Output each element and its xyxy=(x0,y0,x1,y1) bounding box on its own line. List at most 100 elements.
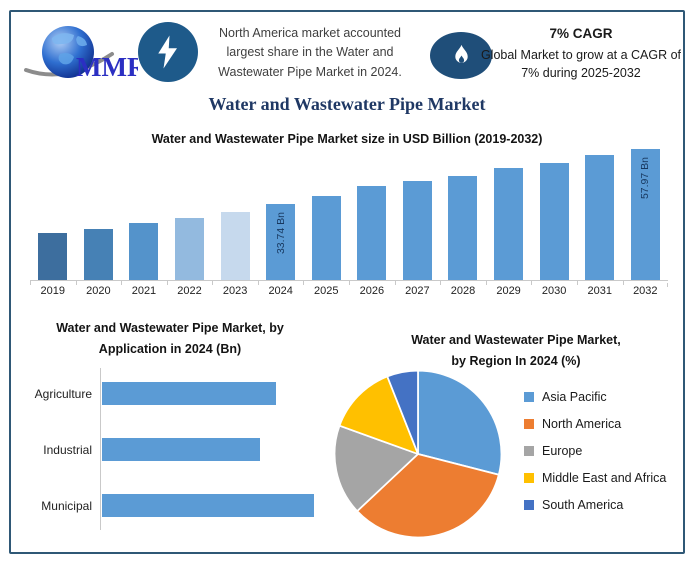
lightning-icon xyxy=(138,22,198,82)
highlight-text: North America market accounted largest s… xyxy=(218,26,402,79)
bar-area xyxy=(212,143,258,282)
bar-column-2027: 2027 xyxy=(394,143,441,301)
bar-2025 xyxy=(311,195,341,281)
pie-slice-north-america xyxy=(356,453,500,539)
region-chart-title: Water and Wastewater Pipe Market, by Reg… xyxy=(350,330,682,371)
cagr-text: Global Market to grow at a CAGR of 7% du… xyxy=(480,48,682,81)
bar-value-label-2024: 33.74 Bn xyxy=(274,212,287,255)
bar-column-2020: 2020 xyxy=(75,143,122,301)
bar-column-2023: 2023 xyxy=(212,143,258,301)
bar-area xyxy=(485,143,532,282)
legend-item-europe: Europe xyxy=(524,443,666,458)
application-label-industrial: Industrial xyxy=(43,442,92,457)
application-label-agriculture: Agriculture xyxy=(34,386,92,401)
x-axis-label-2032: 2032 xyxy=(622,281,669,301)
pie-slice-south-america xyxy=(386,369,419,455)
x-axis-label-2026: 2026 xyxy=(349,281,395,301)
x-axis-label-2025: 2025 xyxy=(303,281,349,301)
bar-column-2031: 2031 xyxy=(576,143,623,301)
x-axis-label-2029: 2029 xyxy=(485,281,532,301)
bar-area xyxy=(349,143,395,282)
cagr-block: 7% CAGR Global Market to grow at a CAGR … xyxy=(478,26,684,82)
bar-column-2026: 2026 xyxy=(349,143,395,301)
bar-area xyxy=(30,143,76,282)
bar-area xyxy=(394,143,441,282)
legend-marker-middle-east-and-africa xyxy=(524,472,534,483)
bar-2026 xyxy=(357,185,387,281)
legend-item-south-america: South America xyxy=(524,497,666,512)
bar-2028 xyxy=(448,175,478,281)
bar-2024: 33.74 Bn xyxy=(266,204,296,281)
legend-marker-asia-pacific xyxy=(524,391,534,402)
legend-marker-europe xyxy=(524,445,534,456)
bar-2022 xyxy=(175,217,205,281)
legend-label-middle-east-and-africa: Middle East and Africa xyxy=(542,470,667,485)
flame-glyph xyxy=(454,44,468,63)
bar-2027 xyxy=(402,180,432,281)
flame-icon xyxy=(430,32,492,79)
bar-column-2021: 2021 xyxy=(121,143,167,301)
mmr-logo: MMR xyxy=(16,16,147,87)
page-title: Water and Wastewater Pipe Market xyxy=(208,94,486,114)
application-bar-industrial xyxy=(102,438,260,461)
application-title-line2: Application in 2024 (Bn) xyxy=(98,341,242,356)
application-row-agriculture: Agriculture xyxy=(14,382,326,405)
application-chart: Agriculture Industrial Municipal xyxy=(14,368,326,532)
bar-area: 57.97 Bn xyxy=(622,143,669,282)
region-pie-chart xyxy=(333,369,503,539)
bar-column-2029: 2029 xyxy=(485,143,532,301)
bar-area xyxy=(303,143,350,282)
region-legend: Asia Pacific North America Europe Middle Ea… xyxy=(524,390,666,525)
x-axis-label-2021: 2021 xyxy=(121,281,167,301)
bar-area xyxy=(576,143,623,282)
globe-icon: MMR xyxy=(24,26,147,82)
legend-label-asia-pacific: Asia Pacific xyxy=(542,389,607,404)
market-size-chart: 2019 2020 2021 2022 2023 33.74 Bn 2024 2025 2026… xyxy=(30,143,669,301)
bar-column-2024: 33.74 Bn 2024 xyxy=(257,143,304,301)
x-axis-label-2030: 2030 xyxy=(531,281,577,301)
bar-area xyxy=(121,143,167,282)
x-axis-label-2027: 2027 xyxy=(394,281,441,301)
bar-area: 33.74 Bn xyxy=(257,143,304,282)
pie-slice-middle-east-and-africa xyxy=(338,375,419,455)
legend-label-south-america: South America xyxy=(542,497,624,512)
bar-area xyxy=(75,143,122,282)
pie-slice-asia-pacific xyxy=(417,369,503,476)
legend-label-north-america: North America xyxy=(542,416,622,431)
market-size-chart-title: Water and Wastewater Pipe Market size in… xyxy=(151,132,543,146)
bar-column-2019: 2019 xyxy=(30,143,76,301)
bar-column-2028: 2028 xyxy=(440,143,486,301)
bar-2032: 57.97 Bn xyxy=(630,149,660,281)
bar-2020 xyxy=(83,228,113,281)
legend-item-north-america: North America xyxy=(524,416,666,431)
bar-column-2032: 57.97 Bn 2032 xyxy=(622,143,669,301)
lightning-bolt-glyph xyxy=(158,35,177,69)
bar-value-label-2032: 57.97 Bn xyxy=(639,157,652,200)
region-title-line2: by Region In 2024 (%) xyxy=(451,353,581,368)
bar-area xyxy=(166,143,213,282)
bar-2029 xyxy=(494,167,524,281)
bar-2021 xyxy=(129,223,159,281)
bar-2019 xyxy=(38,232,68,281)
x-axis-label-2031: 2031 xyxy=(576,281,623,301)
bar-2031 xyxy=(585,155,615,281)
application-label-municipal: Municipal xyxy=(41,498,92,513)
legend-item-asia-pacific: Asia Pacific xyxy=(524,389,666,404)
x-axis-label-2020: 2020 xyxy=(75,281,122,301)
bar-area xyxy=(531,143,577,282)
region-title-line1: Water and Wastewater Pipe Market, xyxy=(411,333,621,347)
x-axis-label-2019: 2019 xyxy=(30,281,76,301)
legend-marker-south-america xyxy=(524,499,534,510)
logo-text: MMR xyxy=(76,52,138,82)
bar-column-2022: 2022 xyxy=(166,143,213,301)
x-axis-label-2022: 2022 xyxy=(166,281,213,301)
x-axis-label-2024: 2024 xyxy=(257,281,304,301)
bar-column-2030: 2030 xyxy=(531,143,577,301)
bar-area xyxy=(440,143,486,282)
x-axis-label-2023: 2023 xyxy=(212,281,258,301)
x-axis-label-2028: 2028 xyxy=(440,281,486,301)
bar-2030 xyxy=(539,162,569,281)
legend-label-europe: Europe xyxy=(542,443,583,458)
application-row-municipal: Municipal xyxy=(14,494,326,517)
